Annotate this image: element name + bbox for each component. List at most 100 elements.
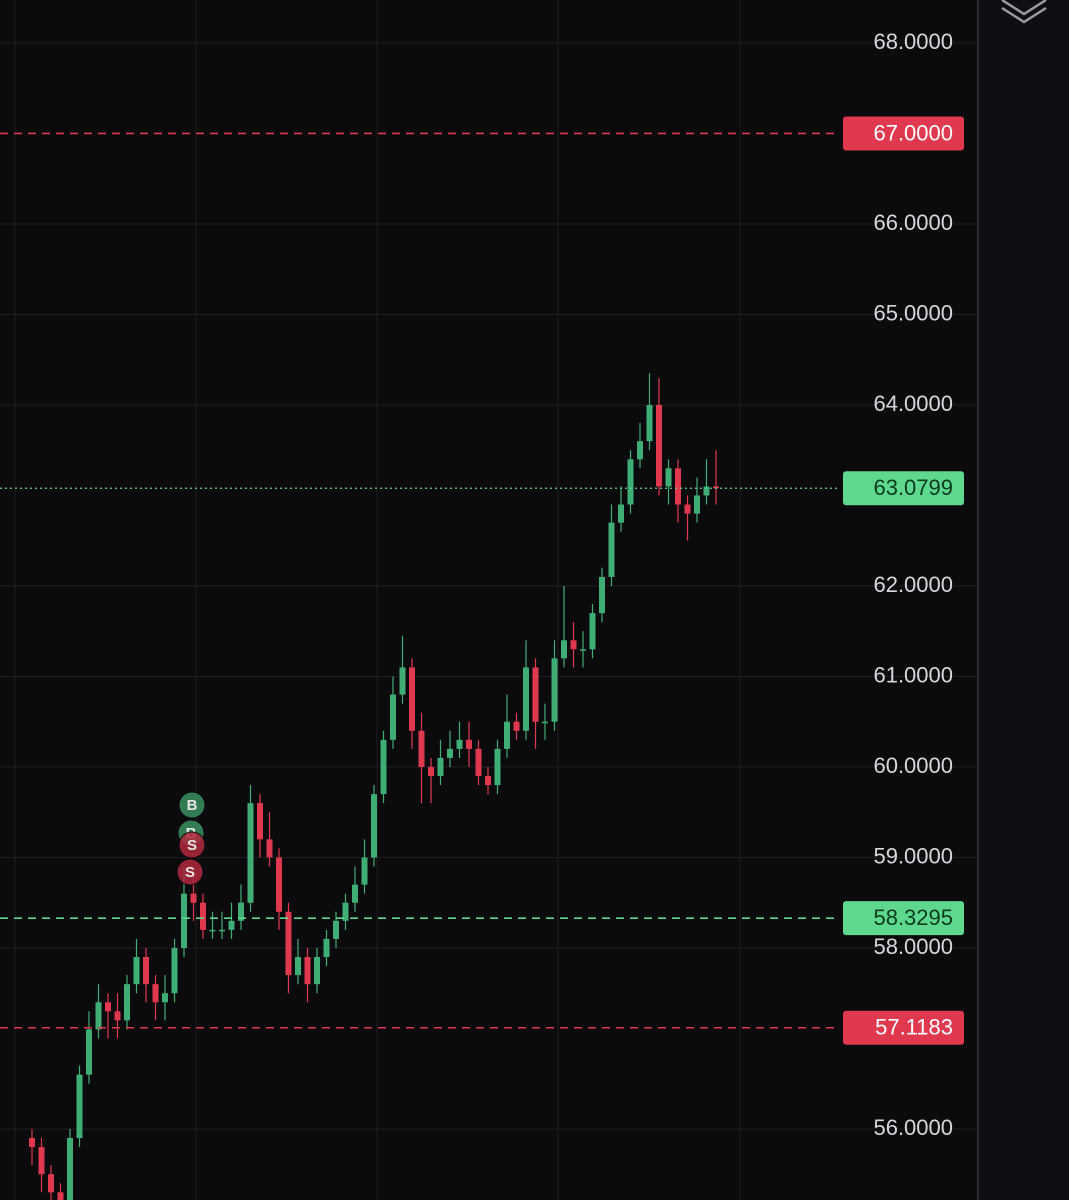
side-panel bbox=[976, 0, 1069, 1200]
trade-marker bbox=[176, 858, 204, 886]
candle-body bbox=[38, 1147, 45, 1175]
trade-marker bbox=[178, 831, 206, 859]
candle-body bbox=[589, 613, 596, 650]
candle-body bbox=[105, 1002, 111, 1012]
trade-marker bbox=[178, 791, 206, 819]
candle-body bbox=[456, 739, 463, 749]
candle-body bbox=[114, 1011, 121, 1021]
y-tick-label: 58.0000 bbox=[873, 934, 953, 959]
candle-body bbox=[209, 929, 216, 932]
price-badge-label: 63.0799 bbox=[873, 475, 953, 500]
candle-body bbox=[447, 748, 453, 758]
y-tick-label: 66.0000 bbox=[873, 210, 953, 235]
candle-body bbox=[247, 803, 254, 903]
candle-body bbox=[665, 468, 672, 487]
candle-body bbox=[304, 957, 311, 985]
y-tick-label: 64.0000 bbox=[873, 391, 953, 416]
candle-body bbox=[656, 404, 662, 487]
price-badge-label: 58.3295 bbox=[873, 905, 953, 930]
y-tick-label: 68.0000 bbox=[873, 29, 953, 54]
candle-body bbox=[95, 1002, 102, 1030]
price-badge bbox=[843, 116, 964, 151]
candle-body bbox=[570, 640, 577, 650]
candle-body bbox=[124, 984, 130, 1021]
y-tick-label: 61.0000 bbox=[873, 662, 953, 687]
candle-body bbox=[399, 667, 406, 695]
candle-body bbox=[380, 739, 387, 795]
candle-body bbox=[285, 911, 292, 976]
layers-icon[interactable] bbox=[1001, 0, 1047, 24]
candle-body bbox=[485, 776, 491, 786]
candle-body bbox=[409, 667, 415, 731]
candle-body bbox=[162, 993, 168, 1003]
candle-body bbox=[266, 839, 273, 858]
candle-body bbox=[637, 441, 643, 460]
y-tick-label: 59.0000 bbox=[873, 843, 953, 868]
candle-body bbox=[181, 893, 187, 948]
candle-body bbox=[352, 884, 358, 903]
candle-body bbox=[390, 694, 396, 740]
candle-body bbox=[608, 522, 615, 577]
candle-body bbox=[29, 1138, 35, 1148]
candle-body bbox=[694, 495, 700, 514]
candle-body bbox=[295, 957, 301, 976]
candle-body bbox=[551, 658, 558, 722]
grid: 68.0000 66.0000 65.0000 64.0000 62.0000 61.00… bbox=[0, 29, 976, 1140]
candle-body bbox=[314, 957, 320, 985]
price-lines: 67.0000 63.0799 58.3295 57.1183 bbox=[0, 116, 964, 1045]
candle-body bbox=[228, 920, 235, 930]
y-tick-label: 56.0000 bbox=[873, 1115, 953, 1140]
candle-body bbox=[418, 730, 425, 767]
candle-body bbox=[171, 947, 178, 994]
candle-body bbox=[190, 893, 197, 903]
vertical-grid bbox=[14, 0, 741, 1200]
candle-body bbox=[532, 667, 539, 722]
price-badge-label: 67.0000 bbox=[873, 120, 953, 145]
candle-body bbox=[76, 1074, 83, 1139]
trade-marker-label: S bbox=[187, 837, 197, 854]
candle-body bbox=[200, 902, 206, 930]
candle-body bbox=[276, 857, 282, 912]
candles bbox=[29, 373, 719, 1200]
candle-body bbox=[219, 929, 225, 932]
candle-body bbox=[646, 404, 653, 442]
candle-body bbox=[437, 757, 444, 777]
candle-body bbox=[475, 748, 482, 777]
candle-body bbox=[333, 920, 339, 939]
candle-body bbox=[580, 649, 586, 651]
candle-body bbox=[342, 902, 349, 921]
y-tick-label: 60.0000 bbox=[873, 753, 953, 778]
candle-body bbox=[466, 739, 472, 749]
candle-body bbox=[713, 486, 719, 489]
candle-body bbox=[371, 794, 377, 858]
candle-body bbox=[703, 486, 710, 496]
candle-body bbox=[257, 803, 263, 840]
trade-marker-label: B bbox=[187, 797, 198, 814]
candle-body bbox=[513, 721, 520, 731]
candle-body bbox=[67, 1138, 73, 1200]
candle-body bbox=[86, 1029, 92, 1075]
candle-body bbox=[561, 640, 567, 659]
candle-body bbox=[542, 721, 548, 724]
candle-body bbox=[428, 766, 434, 777]
candle-body bbox=[618, 504, 624, 523]
candle-body bbox=[238, 902, 244, 921]
candle-body bbox=[48, 1174, 54, 1193]
y-tick-label: 62.0000 bbox=[873, 572, 953, 597]
price-badge bbox=[843, 901, 964, 936]
candle-body bbox=[523, 667, 529, 731]
trade-marker-label: S bbox=[185, 864, 195, 881]
candle-body bbox=[684, 504, 691, 514]
candle-body bbox=[143, 957, 149, 985]
candle-body bbox=[599, 576, 605, 614]
candle-body bbox=[627, 459, 634, 505]
price-badge-label: 57.1183 bbox=[875, 1015, 953, 1040]
candle-body bbox=[675, 468, 681, 505]
candle-body bbox=[152, 984, 159, 1003]
y-tick-label: 65.0000 bbox=[873, 300, 953, 325]
candle-body bbox=[504, 721, 510, 749]
trade-markers: BBSS bbox=[176, 791, 206, 886]
price-badge bbox=[843, 1010, 964, 1045]
